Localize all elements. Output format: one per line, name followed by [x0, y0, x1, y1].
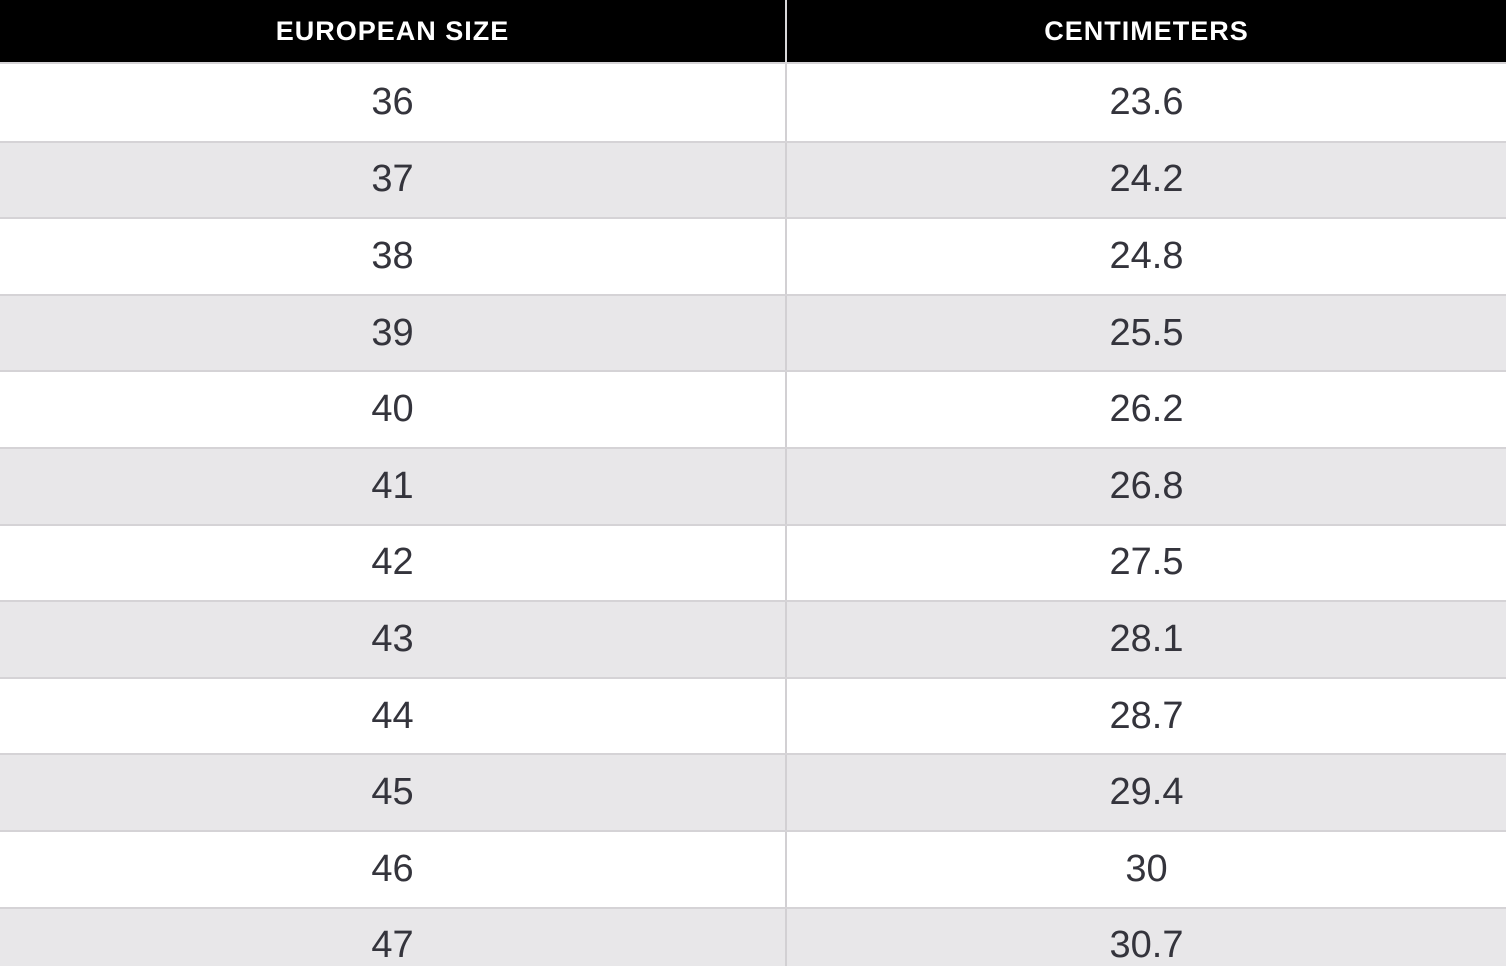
cell-european-size: 40: [0, 372, 787, 447]
table-row: 40 26.2: [0, 370, 1506, 447]
column-header-centimeters: CENTIMETERS: [1044, 15, 1249, 46]
cell-european-size: 36: [0, 64, 787, 141]
cell-european-size: 37: [0, 142, 787, 218]
cell-european-size: 47: [0, 908, 787, 966]
cell-centimeters: 30: [1125, 847, 1168, 890]
table-row: 46 30: [0, 829, 1506, 907]
table-row: 43 28.1: [0, 600, 1506, 677]
cell-centimeters: 29.4: [1109, 771, 1184, 814]
table-row: 39 25.5: [0, 293, 1506, 371]
cell-centimeters: 26.2: [1109, 388, 1184, 431]
cell-centimeters: 28.1: [1109, 617, 1184, 660]
cell-european-size: 44: [0, 678, 787, 754]
cell-centimeters: 27.5: [1109, 541, 1184, 584]
cell-european-size: 43: [0, 602, 787, 677]
cell-centimeters: 24.2: [1109, 158, 1184, 201]
table-header-row: EUROPEAN SIZE CENTIMETERS: [0, 0, 1506, 64]
table-row: 45 29.4: [0, 753, 1506, 830]
cell-centimeters: 28.7: [1109, 694, 1184, 737]
table-row: 37 24.2: [0, 140, 1506, 218]
cell-european-size: 41: [0, 448, 787, 524]
table-row: 47 30.7: [0, 906, 1506, 966]
table-row: 44 28.7: [0, 676, 1506, 754]
table-row: 41 26.8: [0, 446, 1506, 524]
cell-european-size: 45: [0, 755, 787, 830]
cell-european-size: 42: [0, 525, 787, 601]
cell-european-size: 38: [0, 219, 787, 294]
cell-centimeters: 25.5: [1109, 311, 1184, 354]
table-row: 36 23.6: [0, 64, 1506, 141]
table-row: 38 24.8: [0, 217, 1506, 294]
cell-centimeters: 23.6: [1109, 80, 1184, 123]
cell-centimeters: 30.7: [1109, 924, 1184, 966]
table-row: 42 27.5: [0, 523, 1506, 601]
cell-european-size: 46: [0, 831, 787, 907]
table-body: 36 23.6 37 24.2 38 24.8 39 25.5 40 26.2 …: [0, 64, 1506, 966]
cell-european-size: 39: [0, 295, 787, 371]
column-header-european-size: EUROPEAN SIZE: [0, 0, 787, 62]
cell-centimeters: 24.8: [1109, 234, 1184, 277]
cell-centimeters: 26.8: [1109, 464, 1184, 507]
